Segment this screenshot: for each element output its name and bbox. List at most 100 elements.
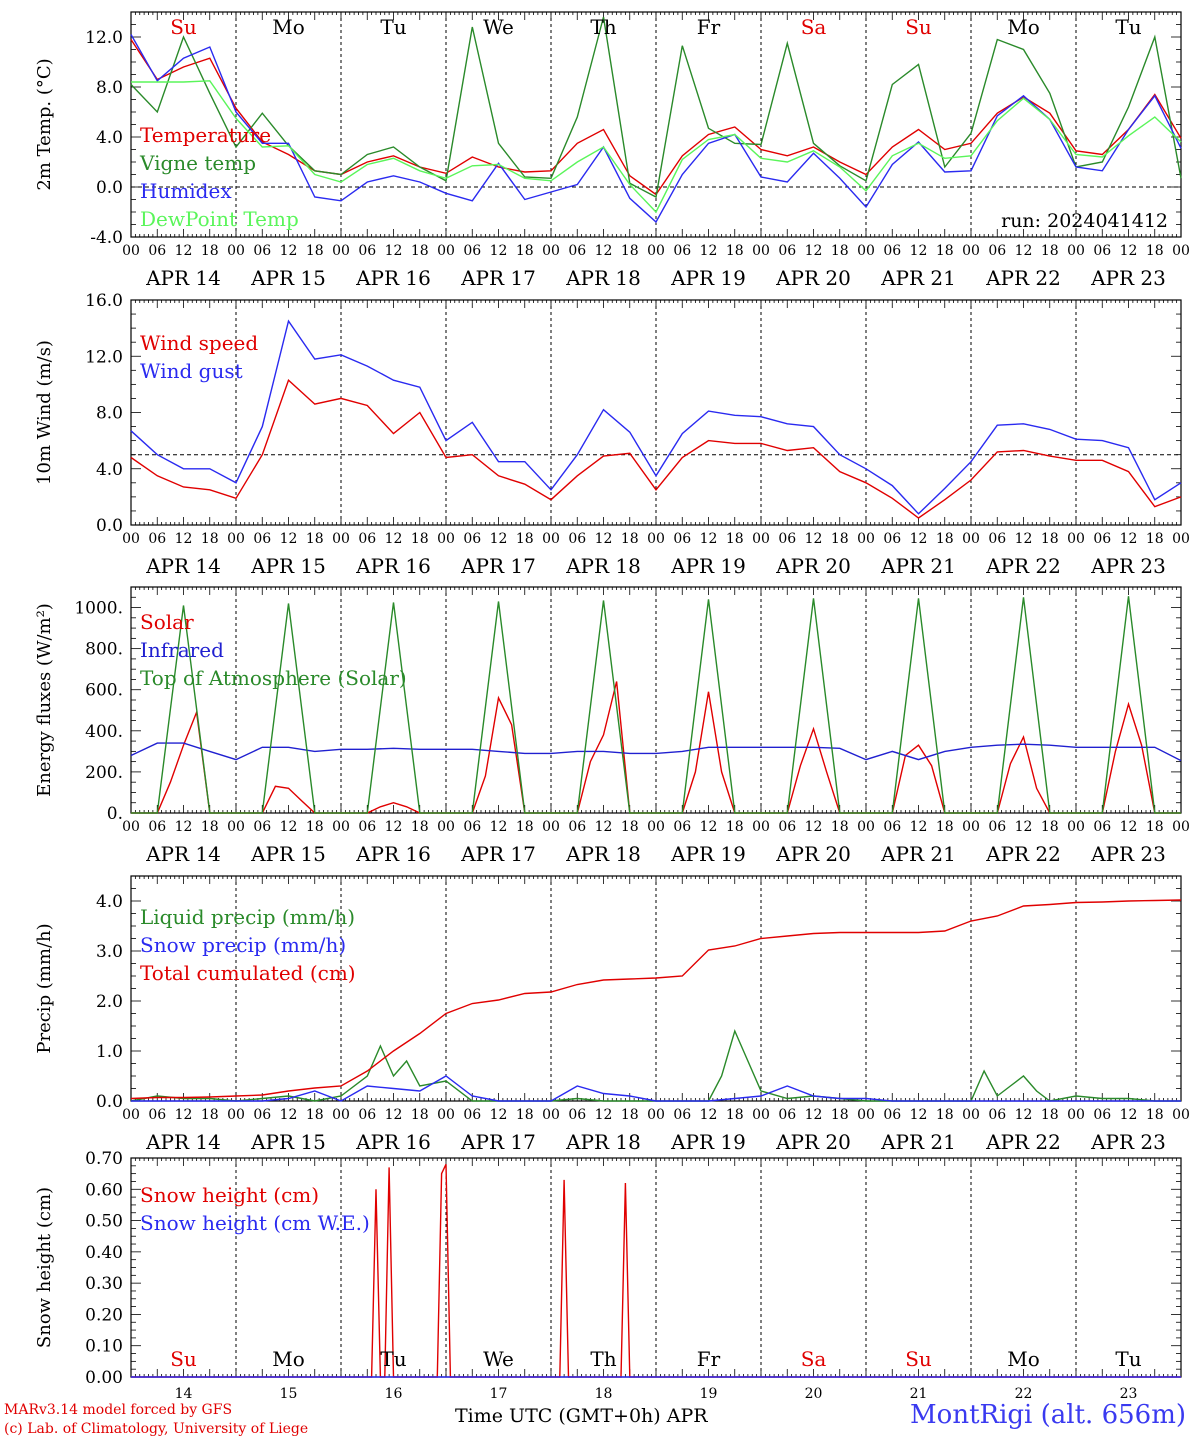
x-hour-label: 00 (962, 243, 980, 259)
legend-entry: DewPoint Temp (140, 207, 299, 231)
x-date-label: APR 15 (250, 266, 326, 290)
x-hour-label: 12 (280, 1107, 298, 1123)
x-hour-label: 18 (201, 1107, 219, 1123)
x-hour-label: 18 (831, 243, 849, 259)
x-hour-label: 06 (568, 1107, 586, 1123)
x-hour-label: 06 (253, 819, 271, 835)
weekday-label: Mo (272, 1347, 305, 1371)
x-hour-label: 00 (647, 243, 665, 259)
series-line-4 (131, 80, 1182, 214)
x-hour-label: 06 (463, 243, 481, 259)
x-hour-label: 18 (411, 1107, 429, 1123)
x-day-number: 14 (175, 1386, 193, 1400)
x-hour-label: 06 (148, 819, 166, 835)
y-tick-label: 3.0 (96, 942, 123, 962)
x-hour-label: 00 (542, 243, 560, 259)
x-hour-label: 18 (306, 819, 324, 835)
x-hour-label: 12 (700, 531, 718, 547)
x-date-label: APR 19 (670, 842, 746, 866)
x-hour-label: 00 (1067, 1107, 1085, 1123)
x-hour-label: 12 (805, 1107, 823, 1123)
x-date-label: APR 14 (145, 266, 221, 290)
y-tick-label: 4.0 (96, 460, 123, 480)
weekday-label: Tu (1115, 15, 1141, 39)
x-hour-label: 00 (332, 819, 350, 835)
x-hour-label: 12 (1120, 1107, 1138, 1123)
weekday-label: Mo (1007, 15, 1040, 39)
x-hour-label: 00 (962, 819, 980, 835)
x-date-label: APR 16 (355, 266, 431, 290)
x-hour-label: 12 (175, 819, 193, 835)
x-hour-label: 18 (621, 531, 639, 547)
x-hour-label: 00 (1172, 1107, 1190, 1123)
x-date-label: APR 16 (355, 1130, 431, 1154)
x-hour-label: 12 (175, 1107, 193, 1123)
x-date-label: APR 14 (145, 1130, 221, 1154)
x-day-number: 22 (1015, 1386, 1033, 1400)
x-hour-label: 12 (1015, 1107, 1033, 1123)
weekday-label: Th (590, 1347, 616, 1371)
x-date-label: APR 19 (670, 266, 746, 290)
series-line-2 (131, 1075, 1181, 1102)
x-hour-label: 00 (1172, 243, 1190, 259)
legend-entry: Snow height (cm) (140, 1183, 319, 1207)
weekday-label: Tu (380, 1347, 406, 1371)
x-hour-label: 00 (437, 1107, 455, 1123)
weekday-label: Fr (697, 1347, 721, 1371)
x-hour-label: 00 (437, 819, 455, 835)
x-hour-label: 06 (778, 243, 796, 259)
y-tick-label: 0.20 (85, 1305, 123, 1325)
x-date-label: APR 18 (565, 1130, 641, 1154)
x-hour-label: 12 (385, 531, 403, 547)
station-name: MontRigi (alt. 656m) (910, 1400, 1186, 1430)
copyright-credit: (c) Lab. of Climatology, University of L… (4, 1421, 309, 1437)
x-hour-label: 18 (936, 1107, 954, 1123)
x-hour-label: 18 (1146, 819, 1164, 835)
x-day-number: 18 (595, 1386, 613, 1400)
y-tick-label: 0.00 (85, 1368, 123, 1388)
x-date-label: APR 15 (250, 554, 326, 578)
x-hour-label: 06 (1093, 1107, 1111, 1123)
x-date-label: APR 14 (145, 554, 221, 578)
weekday-label: Mo (1007, 1347, 1040, 1371)
x-hour-label: 00 (647, 819, 665, 835)
x-date-label: APR 14 (145, 842, 221, 866)
x-hour-label: 06 (988, 819, 1006, 835)
x-hour-label: 06 (1093, 531, 1111, 547)
x-hour-label: 00 (542, 531, 560, 547)
x-hour-label: 06 (988, 531, 1006, 547)
x-day-number: 23 (1120, 1386, 1138, 1400)
y-tick-label: 0.60 (85, 1180, 123, 1200)
x-hour-label: 06 (883, 819, 901, 835)
y-tick-label: 1000. (74, 599, 123, 619)
x-hour-label: 06 (358, 819, 376, 835)
x-hour-label: 06 (778, 531, 796, 547)
x-hour-label: 18 (831, 819, 849, 835)
x-hour-label: 06 (673, 819, 691, 835)
x-hour-label: 06 (673, 243, 691, 259)
x-date-label: APR 21 (880, 1130, 956, 1154)
x-hour-label: 18 (726, 819, 744, 835)
weekday-label: Su (170, 15, 197, 39)
legend-entry: Humidex (140, 179, 232, 203)
x-hour-label: 06 (1093, 243, 1111, 259)
run-label: run: 2024041412 (1001, 210, 1168, 232)
x-hour-label: 00 (227, 531, 245, 547)
x-hour-label: 06 (883, 531, 901, 547)
x-date-label: APR 17 (460, 266, 536, 290)
x-hour-label: 06 (988, 1107, 1006, 1123)
y-tick-label: 1.0 (96, 1042, 123, 1062)
weekday-label: Sa (801, 1347, 827, 1371)
x-date-label: APR 23 (1090, 1130, 1166, 1154)
x-date-label: APR 16 (355, 842, 431, 866)
x-hour-label: 12 (595, 1107, 613, 1123)
x-hour-label: 12 (490, 819, 508, 835)
x-date-label: APR 18 (565, 554, 641, 578)
y-tick-label: -4.0 (90, 228, 123, 248)
y-axis-label: Energy fluxes (W/m²) (34, 603, 55, 797)
x-hour-label: 00 (1172, 531, 1190, 547)
x-hour-label: 00 (857, 819, 875, 835)
x-hour-label: 06 (253, 1107, 271, 1123)
x-hour-label: 18 (1041, 531, 1059, 547)
weekday-label: We (483, 1347, 514, 1371)
